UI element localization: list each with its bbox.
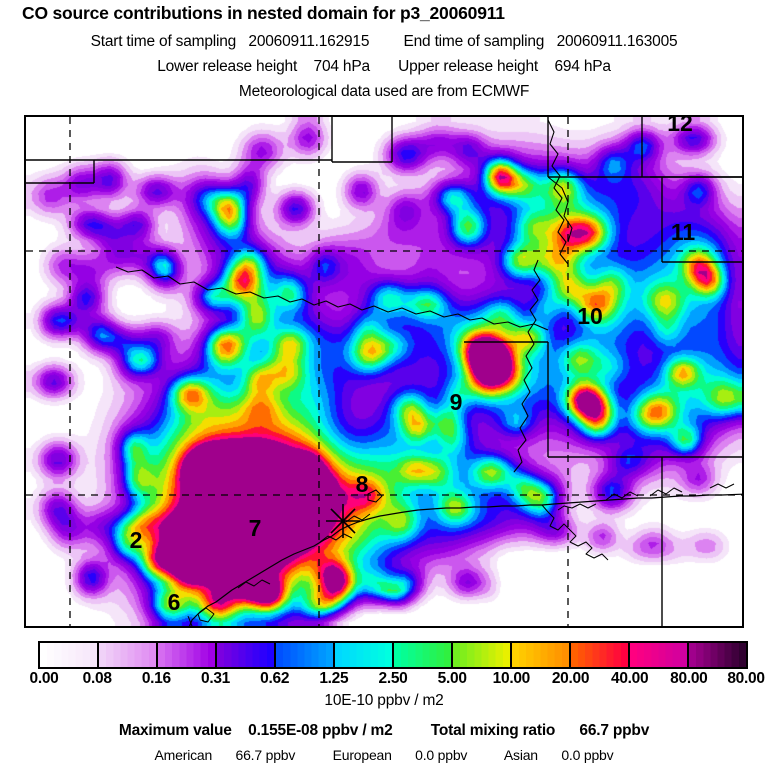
asian-value: 0.0 ppbv <box>561 747 614 763</box>
start-time-label: Start time of sampling <box>90 33 237 50</box>
colorbar-segment <box>335 643 394 667</box>
end-time-value: 20060911.163005 <box>556 33 678 50</box>
total-mixing-ratio-value: 66.7 ppbv <box>579 722 650 739</box>
colorbar-segment <box>394 643 453 667</box>
american-label: American <box>154 747 213 763</box>
colorbar-segment <box>99 643 158 667</box>
bay-coastline <box>649 487 683 497</box>
colorbar-tick-label: 0.31 <box>201 670 230 687</box>
colorbar-tick-label: 0.00 <box>29 670 59 687</box>
region-label: 7 <box>249 515 262 541</box>
asian-label: Asian <box>503 747 538 763</box>
coastline <box>709 483 735 489</box>
region-label: 9 <box>450 389 463 415</box>
region-label: 10 <box>577 303 603 329</box>
state-boundary <box>547 176 573 243</box>
bay-coastline <box>319 533 353 543</box>
colorbar-tick-label: 10.00 <box>492 670 531 687</box>
region-label: 2 <box>130 527 143 553</box>
upper-release-value: 694 hPa <box>554 58 611 75</box>
footer-contributions-line: American 66.7 ppbv European 0.0 ppbv Asi… <box>0 747 768 763</box>
concentration-field <box>26 117 742 626</box>
region-label: 6 <box>168 589 181 615</box>
coastline <box>187 615 193 626</box>
colorbar-tick-label: 5.00 <box>437 670 467 687</box>
total-mixing-ratio-label: Total mixing ratio <box>430 722 556 739</box>
river-boundary <box>115 266 549 331</box>
end-time-label: End time of sampling <box>403 33 545 50</box>
bay-coastline <box>237 579 271 589</box>
colorbar-ticks: 0.00 0.08 0.16 0.31 0.62 1.25 2.50 5.00 10.00 20.… <box>30 669 765 689</box>
european-value: 0.0 ppbv <box>415 747 468 763</box>
european-label: European <box>332 747 392 763</box>
colorbar-tick-label: 1.25 <box>319 670 349 687</box>
map-plot-area: 2 6 7 8 9 10 11 12 <box>24 115 744 628</box>
release-star-marker <box>326 504 360 538</box>
state-boundary <box>547 119 569 265</box>
start-time-value: 20060911.162915 <box>248 33 370 50</box>
map-overlay: 2 6 7 8 9 10 11 12 <box>26 117 742 626</box>
colorbar-tick-label: 2.50 <box>378 670 408 687</box>
colorbar-segment <box>571 643 630 667</box>
maximum-value-label: Maximum value <box>118 722 232 739</box>
meteorology-source-line: Meteorological data used are from ECMWF <box>238 83 530 100</box>
colorbar-segment <box>217 643 276 667</box>
page-title: CO source contributions in nested domain… <box>22 3 505 23</box>
colorbar-segment <box>512 643 571 667</box>
colorbar-tick-label: 0.08 <box>82 670 112 687</box>
lower-release-value: 704 hPa <box>313 58 371 75</box>
maximum-value: 0.155E-08 ppbv / m2 <box>248 722 393 739</box>
region-label: 11 <box>671 219 696 245</box>
colorbar-segment <box>630 643 689 667</box>
colorbar-units-label: 10E-10 ppbv / m2 <box>324 692 444 709</box>
american-value: 66.7 ppbv <box>235 747 296 763</box>
colorbar-segment <box>40 643 99 667</box>
upper-release-label: Upper release height <box>398 58 539 75</box>
delta-coastline <box>541 504 609 561</box>
colorbar <box>38 641 748 669</box>
region-label: 12 <box>667 117 693 136</box>
lower-release-label: Lower release height <box>157 58 298 75</box>
delta-coastline <box>557 503 597 511</box>
colorbar-tick-label: 20.00 <box>551 670 590 687</box>
lake-outline <box>367 489 383 503</box>
river-boundary <box>513 259 541 473</box>
colorbar-group: 0.00 0.08 0.16 0.31 0.62 1.25 2.50 5.00 10.00 20.… <box>30 641 765 687</box>
coastline <box>188 493 742 626</box>
release-height-line: Lower release height 704 hPa Upper relea… <box>0 58 768 76</box>
colorbar-segment <box>689 643 746 667</box>
colorbar-tick-label: 80.00 <box>670 670 708 687</box>
bay-coastline <box>197 607 215 623</box>
colorbar-tick-label: 0.62 <box>260 670 290 687</box>
sampling-time-line: Start time of sampling 20060911.162915 E… <box>0 33 768 51</box>
colorbar-tick-label: 40.00 <box>611 670 649 687</box>
bay-coastline <box>605 491 639 501</box>
colorbar-segment <box>276 643 335 667</box>
colorbar-tick-label: 0.16 <box>141 670 171 687</box>
footer-summary-line: Maximum value 0.155E-08 ppbv / m2 Total … <box>0 722 768 740</box>
colorbar-tick-label: 80.00 <box>727 670 765 687</box>
region-label: 8 <box>356 471 369 497</box>
bay-coastline <box>345 513 371 523</box>
colorbar-segment <box>453 643 512 667</box>
colorbar-segment <box>158 643 217 667</box>
